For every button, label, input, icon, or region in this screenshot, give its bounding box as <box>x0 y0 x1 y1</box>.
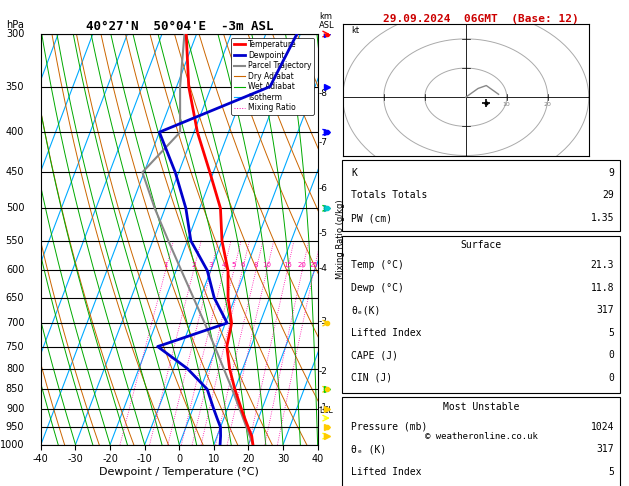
Text: -7: -7 <box>319 138 328 147</box>
Text: 450: 450 <box>6 167 25 177</box>
Text: 21.3: 21.3 <box>591 260 615 270</box>
Text: 317: 317 <box>597 305 615 315</box>
Text: -4: -4 <box>319 264 328 273</box>
Text: 11.8: 11.8 <box>591 283 615 293</box>
Text: Lifted Index: Lifted Index <box>351 328 421 338</box>
Text: Pressure (mb): Pressure (mb) <box>351 422 427 432</box>
Text: 950: 950 <box>6 422 25 432</box>
Text: 600: 600 <box>6 265 25 276</box>
Text: CIN (J): CIN (J) <box>351 373 392 383</box>
Text: 10: 10 <box>262 262 271 268</box>
X-axis label: Dewpoint / Temperature (°C): Dewpoint / Temperature (°C) <box>99 467 259 477</box>
Text: 350: 350 <box>6 82 25 91</box>
Text: 800: 800 <box>6 364 25 374</box>
Text: 25: 25 <box>309 262 318 268</box>
Text: 20: 20 <box>543 102 552 107</box>
Text: 300: 300 <box>6 29 25 39</box>
Text: 650: 650 <box>6 293 25 303</box>
Text: -3: -3 <box>319 317 328 326</box>
Bar <box>342 159 620 231</box>
Text: PW (cm): PW (cm) <box>351 213 392 223</box>
Text: Temp (°C): Temp (°C) <box>351 260 404 270</box>
Text: -1: -1 <box>319 403 328 413</box>
Text: 850: 850 <box>6 384 25 394</box>
Text: 4: 4 <box>221 262 226 268</box>
Text: 750: 750 <box>6 342 25 351</box>
Text: 1.35: 1.35 <box>591 213 615 223</box>
Text: K: K <box>351 168 357 178</box>
Text: 0: 0 <box>608 373 615 383</box>
Text: 1000: 1000 <box>0 440 25 450</box>
Text: hPa: hPa <box>6 20 25 30</box>
Text: -2: -2 <box>319 367 328 377</box>
Text: -6: -6 <box>319 184 328 193</box>
Text: 500: 500 <box>6 203 25 213</box>
Text: 700: 700 <box>6 318 25 328</box>
Text: -8: -8 <box>319 89 328 98</box>
Text: θₑ (K): θₑ (K) <box>351 444 386 454</box>
Text: Surface: Surface <box>460 240 502 250</box>
Text: 0: 0 <box>608 350 615 361</box>
Text: Most Unstable: Most Unstable <box>443 401 520 412</box>
Text: LCL: LCL <box>319 406 333 415</box>
Text: 1024: 1024 <box>591 422 615 432</box>
Text: 20: 20 <box>298 262 307 268</box>
Text: 9: 9 <box>608 168 615 178</box>
Text: Dewp (°C): Dewp (°C) <box>351 283 404 293</box>
Text: Totals Totals: Totals Totals <box>351 191 427 200</box>
Text: 29: 29 <box>603 191 615 200</box>
Text: θₑ(K): θₑ(K) <box>351 305 381 315</box>
Text: -5: -5 <box>319 229 328 238</box>
Text: 900: 900 <box>6 404 25 414</box>
Text: 8: 8 <box>253 262 259 268</box>
Text: 15: 15 <box>283 262 292 268</box>
Text: 10: 10 <box>503 102 510 107</box>
Text: 1: 1 <box>164 262 168 268</box>
Title: 40°27'N  50°04'E  -3m ASL: 40°27'N 50°04'E -3m ASL <box>86 20 273 33</box>
Text: 29.09.2024  06GMT  (Base: 12): 29.09.2024 06GMT (Base: 12) <box>383 14 579 24</box>
Text: 6: 6 <box>240 262 245 268</box>
Text: 400: 400 <box>6 127 25 137</box>
Text: Mixing Ratio (g/kg): Mixing Ratio (g/kg) <box>336 200 345 279</box>
Text: 5: 5 <box>608 467 615 477</box>
Text: Lifted Index: Lifted Index <box>351 467 421 477</box>
Text: 5: 5 <box>608 328 615 338</box>
Text: 3: 3 <box>209 262 213 268</box>
Text: © weatheronline.co.uk: © weatheronline.co.uk <box>425 432 538 441</box>
Text: kt: kt <box>351 26 359 35</box>
Text: km
ASL: km ASL <box>319 12 335 30</box>
Text: 5: 5 <box>231 262 236 268</box>
Bar <box>342 398 620 486</box>
Text: 317: 317 <box>597 444 615 454</box>
Text: 550: 550 <box>6 236 25 246</box>
Text: 2: 2 <box>191 262 196 268</box>
Text: CAPE (J): CAPE (J) <box>351 350 398 361</box>
Bar <box>342 236 620 393</box>
Legend: Temperature, Dewpoint, Parcel Trajectory, Dry Adiabat, Wet Adiabat, Isotherm, Mi: Temperature, Dewpoint, Parcel Trajectory… <box>231 38 314 115</box>
